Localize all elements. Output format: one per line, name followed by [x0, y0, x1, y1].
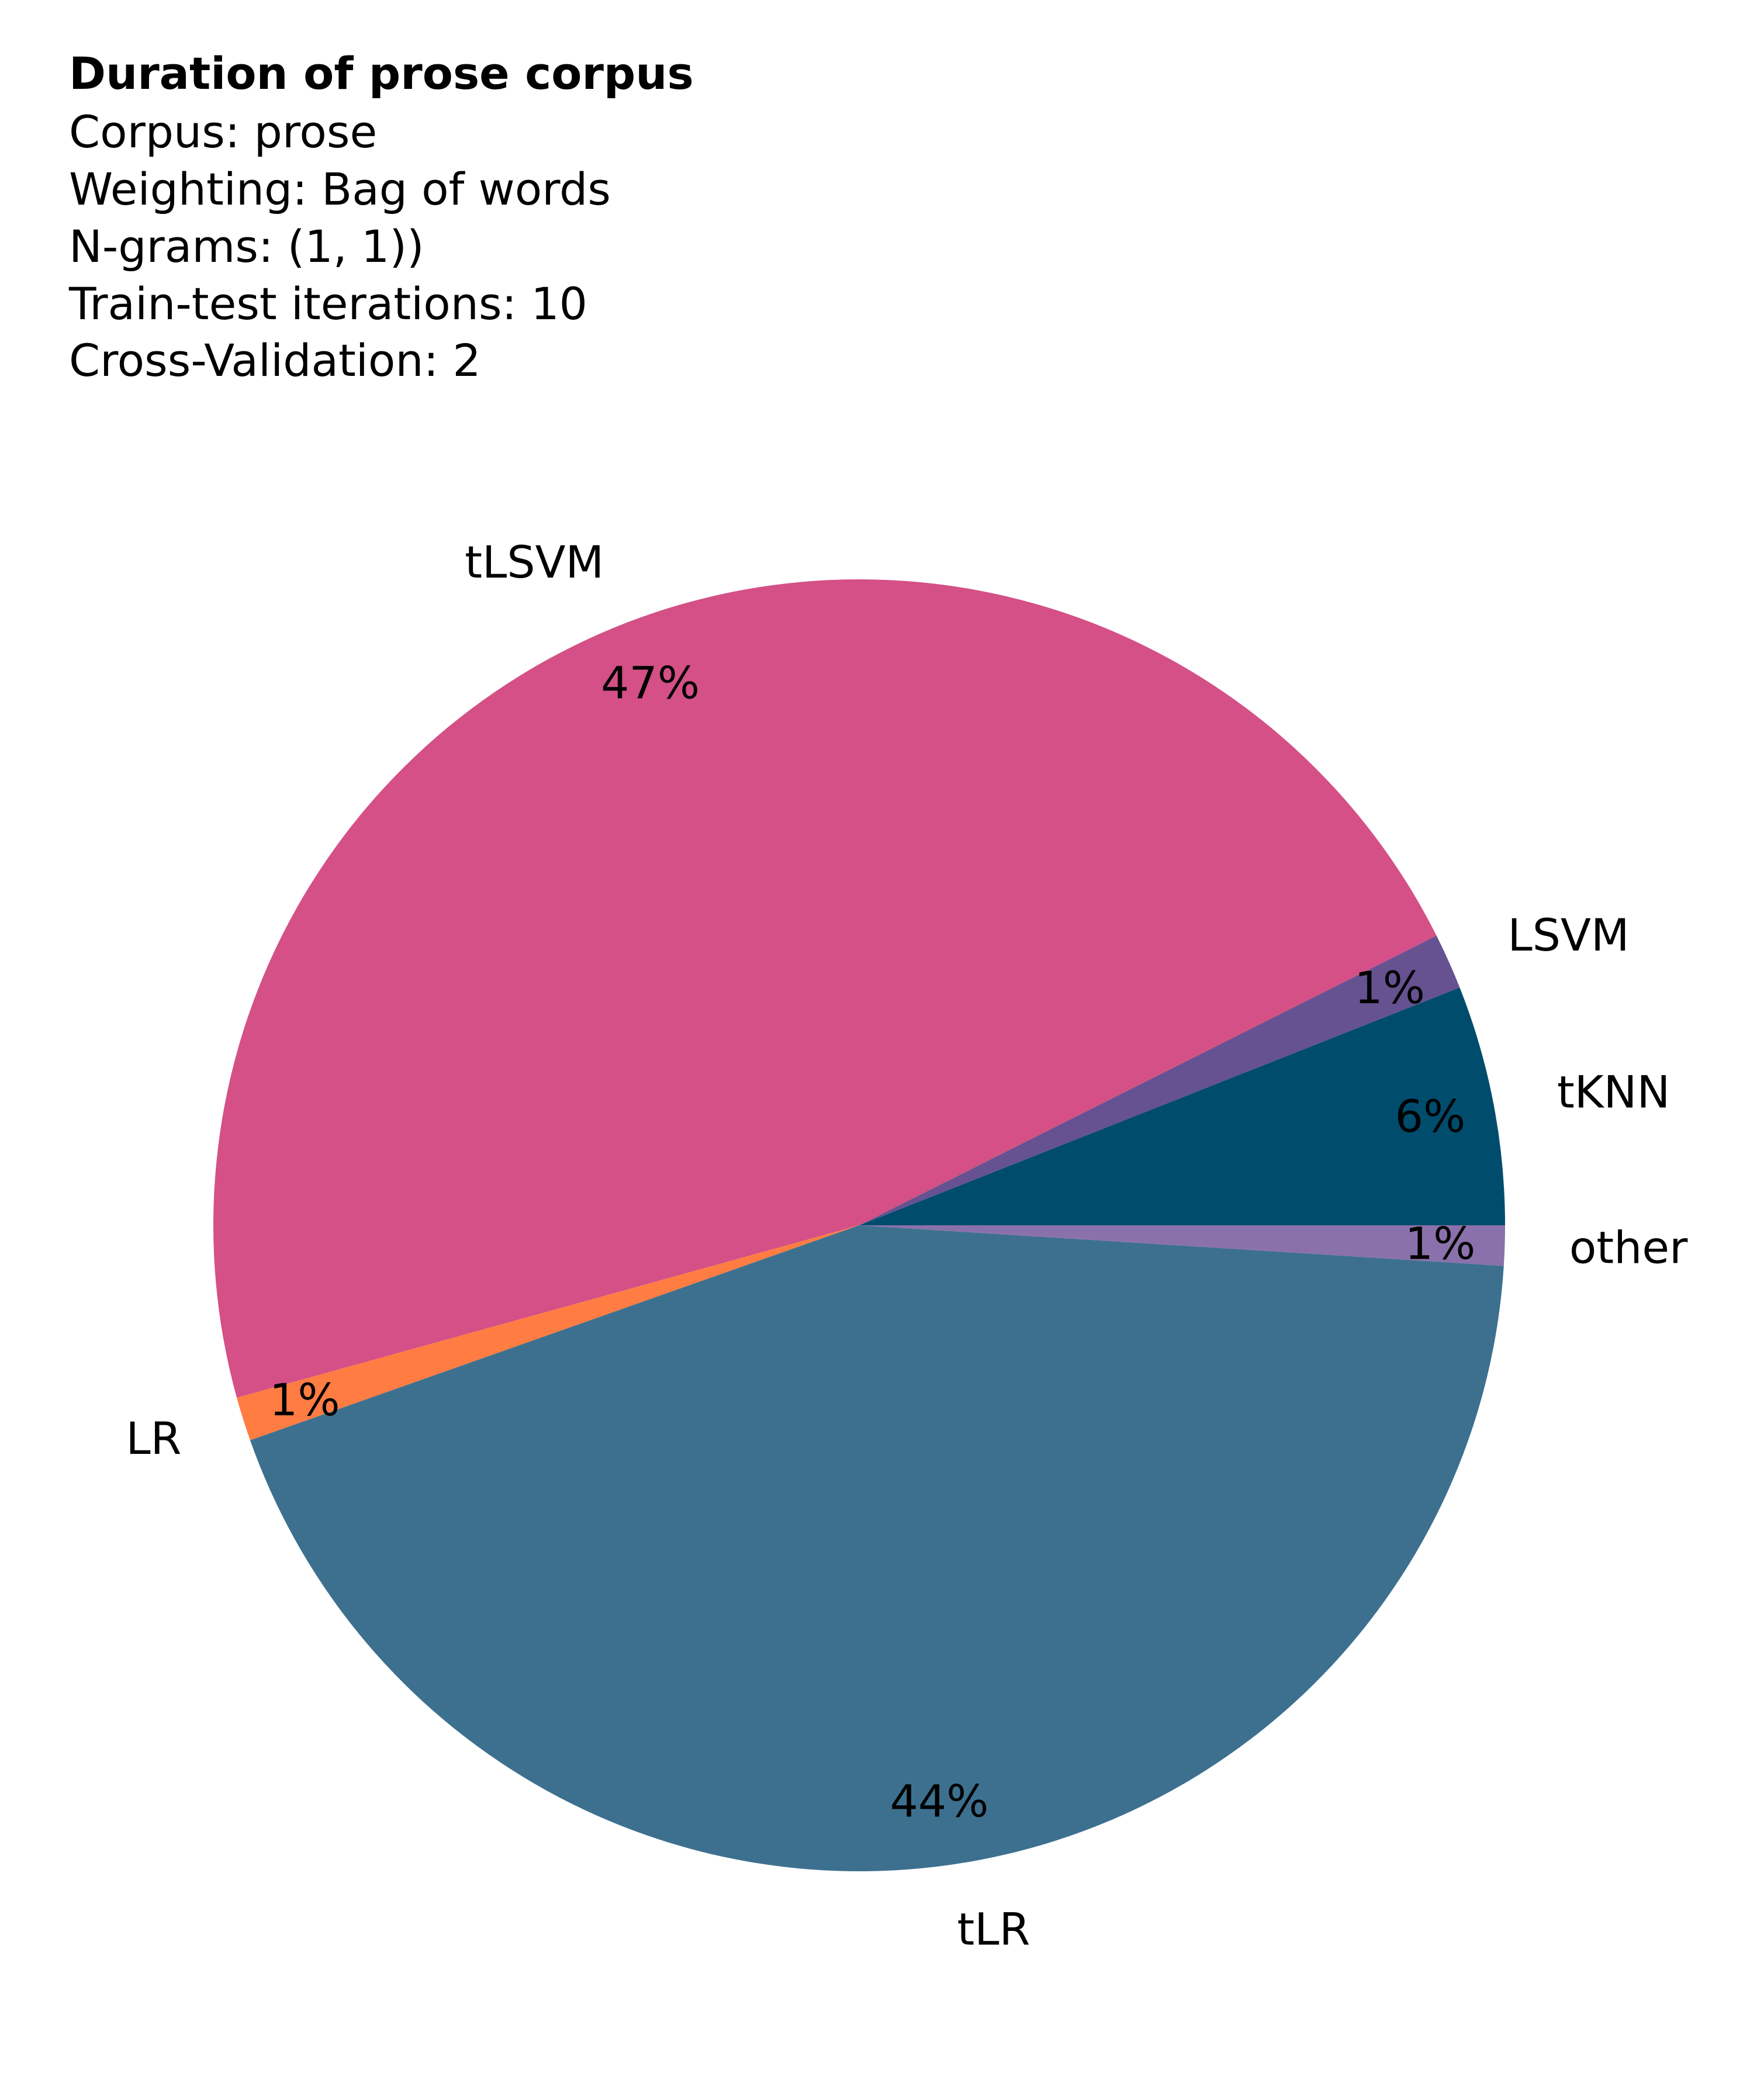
subtitle-ngrams: N-grams: (1, 1)) — [69, 220, 424, 272]
chart-header: Duration of prose corpus Corpus: prose W… — [68, 47, 694, 386]
subtitle-iterations: Train-test iterations: 10 — [68, 278, 587, 330]
pie-slice-other — [859, 1225, 1505, 1266]
slice-pct-tlr: 44% — [890, 1775, 989, 1827]
pie-slice-tlsvm — [213, 579, 1437, 1398]
subtitle-weighting: Weighting: Bag of words — [69, 163, 611, 215]
slice-label-lsvm: LSVM — [1507, 909, 1629, 961]
pie-labels: tKNN 6% LSVM 1% tLSVM 47% LR 1% tLR 44% other 1% — [126, 536, 1688, 1955]
slice-pct-tknn: 6% — [1395, 1090, 1466, 1142]
pie-slices — [213, 579, 1505, 1872]
slice-label-other: other — [1569, 1222, 1688, 1274]
pie-slice-tlr — [250, 1225, 1504, 1872]
slice-label-tlr: tLR — [957, 1903, 1030, 1955]
slice-label-tlsvm: tLSVM — [465, 536, 604, 588]
chart-title: Duration of prose corpus — [69, 47, 694, 99]
pie-slice-lsvm — [859, 935, 1460, 1225]
slice-pct-lr: 1% — [269, 1374, 340, 1426]
slice-label-lr: LR — [126, 1412, 181, 1464]
subtitle-cross-validation: Cross-Validation: 2 — [69, 334, 481, 386]
pie-slice-lr — [237, 1225, 859, 1440]
slice-pct-tlsvm: 47% — [601, 656, 700, 709]
slice-pct-lsvm: 1% — [1354, 962, 1425, 1014]
pie-slice-tknn — [859, 987, 1505, 1225]
slice-label-tknn: tKNN — [1557, 1066, 1670, 1118]
slice-pct-other: 1% — [1405, 1218, 1476, 1270]
subtitle-corpus: Corpus: prose — [69, 106, 377, 158]
